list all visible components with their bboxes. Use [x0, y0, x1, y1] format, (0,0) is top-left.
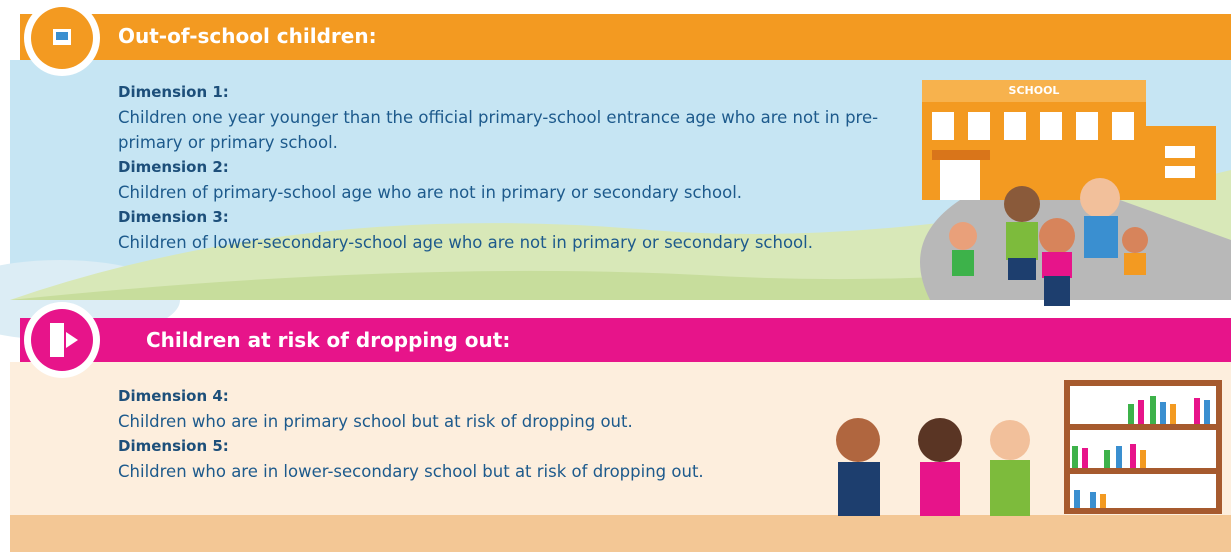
item-text: Children one year younger than the offic…	[118, 105, 908, 155]
item-label: Dimension 5:	[118, 434, 908, 459]
section-body: Dimension 4: Children who are in primary…	[118, 384, 908, 484]
item-text: Children of lower-secondary-school age w…	[118, 230, 908, 255]
section-header: Out-of-school children:	[118, 24, 377, 48]
item-text: Children who are in lower-secondary scho…	[118, 459, 908, 484]
item-text: Children who are in primary school but a…	[118, 409, 908, 434]
section-body: Dimension 1: Children one year younger t…	[118, 80, 908, 255]
school-sign: SCHOOL	[922, 84, 1146, 97]
item-label: Dimension 4:	[118, 384, 908, 409]
infographic: Out-of-school children: Dimension 1: Chi…	[0, 0, 1231, 552]
item-label: Dimension 2:	[118, 155, 908, 180]
item-label: Dimension 1:	[118, 80, 908, 105]
item-text: Children of primary-school age who are n…	[118, 180, 908, 205]
section-header: Children at risk of dropping out:	[146, 328, 510, 352]
item-label: Dimension 3:	[118, 205, 908, 230]
